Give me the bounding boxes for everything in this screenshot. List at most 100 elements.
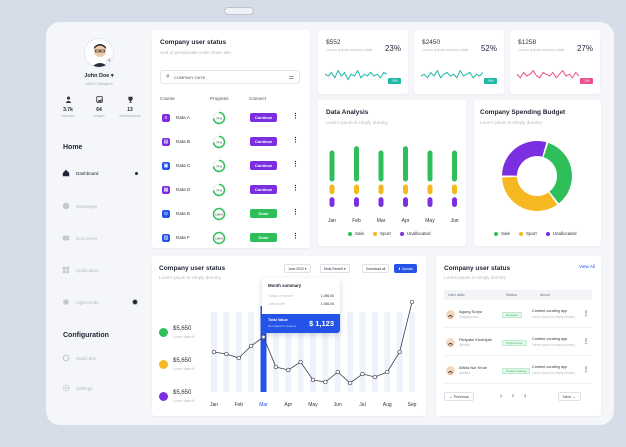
bar-sport-feb [354, 184, 359, 195]
line-point [409, 299, 415, 305]
next-button[interactable]: Next → [558, 392, 581, 401]
more-icon[interactable]: ⋮ [583, 311, 589, 317]
continue-button[interactable]: Continue [250, 161, 277, 170]
user-role: UI/UX Designer [85, 81, 113, 86]
bar-sale-feb [354, 146, 359, 182]
legend-sport: Sport [373, 231, 391, 236]
done-button[interactable]: Done [250, 233, 277, 242]
continue-button[interactable]: Continue [250, 113, 277, 122]
course-label: Data F [176, 235, 190, 240]
kpi-description: Lorem ipsum dummy data [518, 47, 565, 52]
more-icon[interactable]: ⋮ [583, 339, 589, 345]
sparkline-path [324, 69, 388, 81]
sidebar-item-settings[interactable]: Settings [62, 382, 142, 394]
data-d-icon: ▦ [162, 186, 170, 194]
dashboard-window: ✎ John Doe ▾ UI/UX Designer 3.7k Followe… [46, 22, 614, 425]
progress-ring: 73% [212, 111, 226, 125]
bar-sport-may [427, 184, 433, 195]
more-icon[interactable]: ⋮ [583, 367, 589, 373]
course-label: Data B [176, 139, 191, 144]
page-3[interactable]: 3 [524, 394, 527, 398]
x-tick-label: Jun [450, 218, 458, 224]
continue-button[interactable]: Continue [250, 185, 277, 194]
x-tick-label: Jan [328, 218, 336, 224]
x-tick-label: Sep [408, 402, 417, 408]
done-button[interactable]: Done [250, 209, 277, 218]
table-row: ▣ Data C 73% Continue ⋮ [152, 158, 310, 174]
line-point [298, 359, 303, 365]
view-all-link[interactable]: View All [578, 264, 595, 269]
sort-select[interactable]: Most Recent ▾ [320, 264, 350, 273]
avatar-image [91, 44, 109, 67]
page-2[interactable]: 2 [512, 394, 515, 398]
bar-sport-jan [329, 184, 335, 195]
edit-badge-icon[interactable]: ✎ [106, 58, 113, 66]
header-connect: Connect [249, 96, 267, 101]
highlight-bar [260, 306, 267, 392]
upload-button[interactable]: ⬆ Upload [394, 264, 417, 273]
bg-column [235, 312, 242, 392]
x-tick-label: Mar [259, 402, 268, 408]
download-button[interactable]: Download all [362, 264, 390, 273]
legend-unallocated: Unallocated [545, 231, 577, 236]
slice-unallocated [502, 141, 547, 176]
more-icon[interactable]: ⋮ [292, 233, 299, 240]
analysis-subtitle: Lorem ipsum is simply dummy [326, 120, 388, 125]
document-icon [62, 234, 70, 242]
bar-unallocated-jun [452, 197, 457, 207]
svg-text:73%: 73% [216, 116, 222, 120]
bg-column [272, 312, 279, 392]
sidebar-item-dashboard[interactable]: Dashboard [62, 167, 142, 179]
sidebar-item-messages[interactable]: Messages [62, 200, 142, 212]
bg-column [371, 312, 378, 392]
kpi-percent: 52% [480, 44, 497, 53]
svg-text:73%: 73% [216, 140, 222, 144]
more-icon[interactable]: ⋮ [292, 137, 299, 144]
line-point [323, 379, 328, 385]
table-row: ≡ Data A 73% Continue ⋮ [152, 110, 310, 126]
more-icon[interactable]: ⋮ [292, 209, 299, 216]
x-tick-label: Jul [359, 402, 365, 408]
analysis-title: Data Analysis [326, 109, 369, 116]
more-icon[interactable]: ⋮ [292, 185, 299, 192]
sidebar-item-application[interactable]: Application [62, 264, 142, 276]
line-point [372, 374, 378, 380]
upload-icon: ⬆ [398, 267, 401, 271]
sidebar-item-light-mode[interactable]: Light Mode [62, 296, 142, 308]
table-row: ▦ Data D 73% Continue ⋮ [152, 182, 310, 198]
light-mode-toggle[interactable] [132, 299, 138, 305]
user-status-line-chart: Jan Feb Mar Apr May Jun Jul Aug Sep [210, 299, 417, 408]
page-1[interactable]: 1 [500, 394, 503, 398]
profile-stats: 3.7k Followers 64 Images 13 Achievements [56, 96, 142, 118]
date-select[interactable]: June 2022 ▾ [284, 264, 311, 273]
previous-button[interactable]: ← Previous [444, 392, 474, 401]
filter-icon[interactable]: ⚌ [288, 74, 294, 81]
avatar[interactable]: ✎ [84, 38, 114, 68]
purple-dot-icon [159, 392, 168, 401]
legend-sport: Sport [519, 231, 537, 236]
legend-sale: Sale [348, 231, 364, 236]
kpi-card-3: $1258 Lorem ipsum dummy data 27% -2% [510, 30, 600, 94]
more-icon[interactable]: ⋮ [292, 113, 299, 120]
more-icon[interactable]: ⋮ [292, 161, 299, 168]
sun-icon [62, 298, 70, 306]
sidebar-item-stackdev[interactable]: Stack.dev [62, 352, 142, 364]
line-point [224, 351, 229, 357]
line-point [335, 369, 340, 375]
configuration-section-title: Configuration [63, 332, 109, 339]
search-input[interactable]: ⌕ COMPANY DATE ⚌ [160, 70, 300, 84]
bar-sport-mar [378, 184, 384, 195]
x-tick-label: Jun [334, 402, 342, 408]
data-a-icon: ≡ [162, 114, 170, 122]
table-row: Alfida Nur Khoir @alfida Product Manag Cont… [444, 358, 592, 384]
home-section-title: Home [63, 144, 83, 151]
x-tick-label: Feb [352, 218, 361, 224]
course-label: Data A [176, 115, 190, 120]
window-handle [224, 7, 254, 15]
slice-sale [543, 142, 572, 204]
line-point [347, 380, 353, 386]
legend-unallocated: Unallocated [399, 231, 431, 236]
sidebar-item-document[interactable]: Document [62, 232, 142, 244]
continue-button[interactable]: Continue [250, 137, 277, 146]
stat-followers: 3.7k Followers [56, 96, 80, 118]
